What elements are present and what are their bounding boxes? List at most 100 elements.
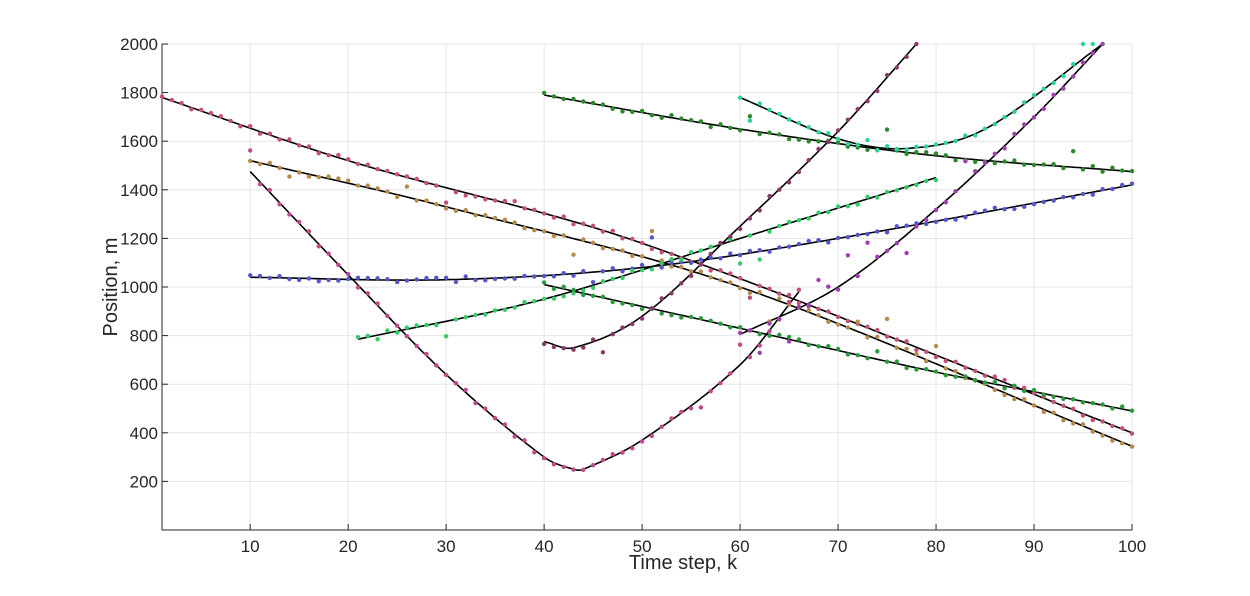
data-point [1080,413,1086,418]
data-point [208,110,214,116]
data-point [757,343,762,348]
data-point [865,356,870,361]
x-tick-label: 40 [535,537,554,556]
data-point [914,221,919,226]
data-point [659,296,664,301]
data-point [718,122,723,127]
data-point [1071,397,1076,402]
data-point [924,367,929,372]
data-point [786,292,792,298]
data-point [404,278,410,283]
data-point [904,250,909,256]
data-point [875,334,880,339]
data-point [1080,41,1086,47]
data-point [708,124,713,130]
data-point [924,349,929,354]
data-point [453,381,459,386]
data-point [453,317,459,322]
data-point [649,235,655,240]
data-point [688,406,694,411]
fit-line [249,171,800,472]
data-point [786,334,792,340]
data-point [551,215,557,220]
data-point [473,277,478,283]
data-point [610,452,615,457]
data-point [424,181,429,186]
data-point [532,450,537,455]
data-point [463,193,468,198]
data-point [1061,86,1066,91]
data-point [590,240,596,245]
data-point [698,261,704,267]
data-point [375,276,380,281]
data-point [248,273,253,278]
data-point [973,169,978,174]
data-point [914,41,919,47]
data-point [248,148,253,153]
data-point [365,162,370,167]
data-point [610,299,615,305]
data-point [1120,426,1125,431]
data-point [492,276,498,282]
data-point [963,133,968,138]
data-point [512,305,517,310]
data-point [894,224,899,229]
data-point [855,142,860,147]
data-point [385,277,390,282]
data-point [796,287,802,292]
data-point [875,349,880,354]
data-point [581,99,586,104]
data-point [541,273,547,279]
data-point [630,321,635,327]
data-point [786,299,792,305]
data-point [826,131,831,136]
data-point [277,274,282,279]
fit-line [739,43,1104,336]
data-point [992,122,997,127]
data-point [855,107,860,112]
data-point [816,139,821,144]
data-point [845,117,851,122]
data-point [159,94,165,99]
data-point [336,152,341,158]
data-point [375,301,380,306]
data-point [875,88,880,94]
data-point [561,96,566,102]
data-point [639,108,645,114]
data-point [659,311,664,316]
y-tick-label: 1400 [120,181,158,200]
data-point [639,316,645,321]
data-point [463,208,468,213]
data-point [492,198,498,203]
data-point [561,284,566,289]
data-point [953,359,958,364]
data-point [395,323,400,328]
data-point [757,283,762,289]
data-point [336,262,341,268]
data-point [1120,404,1125,409]
data-point [649,267,655,272]
data-point [1100,187,1105,192]
data-point [767,193,772,199]
data-point [463,315,468,320]
data-point [1061,418,1066,423]
data-point [297,170,302,175]
data-point [1100,433,1105,438]
data-point [434,275,439,280]
data-point [767,321,772,326]
data-point [326,174,331,179]
data-point [777,291,782,296]
data-point [747,248,753,254]
data-point [953,189,958,194]
data-point [492,215,498,221]
data-point [1002,115,1007,120]
data-point [541,296,547,302]
data-point [522,299,527,305]
data-point [257,273,263,279]
data-point [355,285,361,290]
data-point [963,215,968,220]
data-point [492,416,498,421]
data-point [502,198,508,204]
data-point [835,136,841,142]
data-point [541,229,547,234]
